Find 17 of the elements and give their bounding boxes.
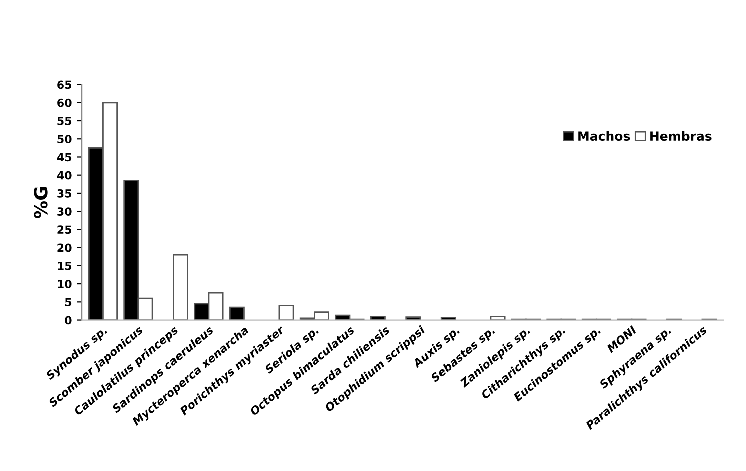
y-tick-label: 5 bbox=[65, 298, 72, 307]
y-tick-label: 55 bbox=[58, 117, 72, 126]
y-tick-label: 50 bbox=[58, 135, 72, 144]
y-tick-label: 15 bbox=[58, 262, 72, 270]
y-tick-label: 35 bbox=[58, 189, 72, 198]
y-tick-label: 10 bbox=[58, 280, 72, 288]
y-tick-label: 20 bbox=[58, 244, 72, 252]
legend-label: Hembras bbox=[650, 131, 712, 142]
y-tick-label: 30 bbox=[58, 208, 72, 216]
y-tick-label: 40 bbox=[57, 171, 72, 180]
y-tick-label: 45 bbox=[57, 153, 72, 162]
y-axis-title: %G bbox=[34, 187, 48, 218]
y-tick-label: 65 bbox=[58, 80, 72, 90]
y-tick-label: 0 bbox=[65, 316, 72, 325]
legend-label: Machos bbox=[578, 131, 630, 142]
y-tick-label: 60 bbox=[58, 98, 72, 108]
y-tick-label: 25 bbox=[58, 226, 72, 234]
